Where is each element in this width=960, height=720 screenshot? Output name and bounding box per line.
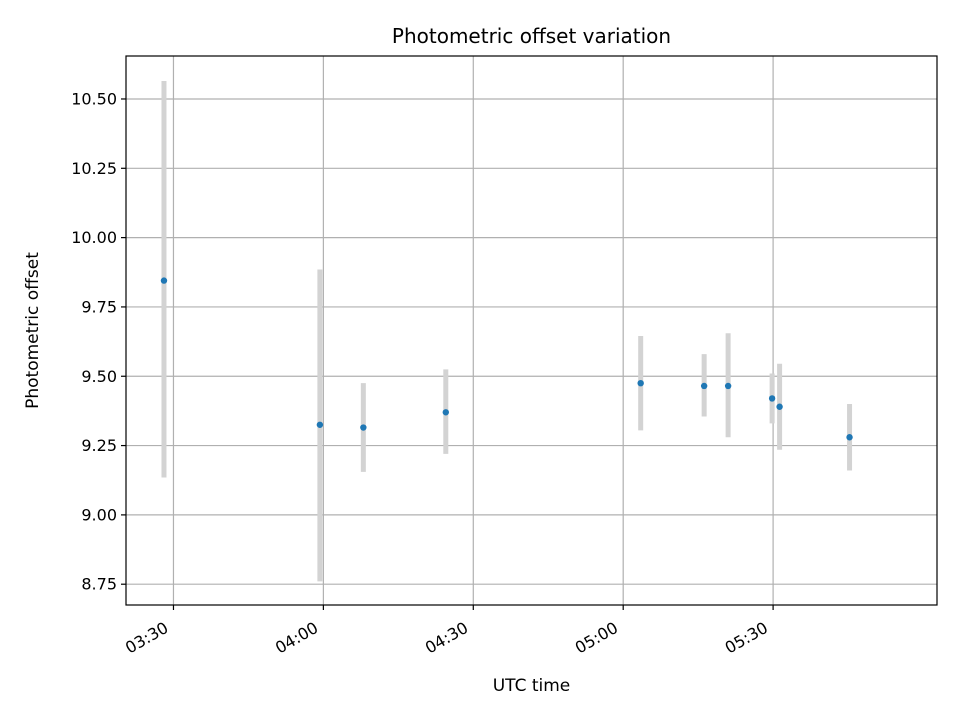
- x-axis-title: UTC time: [493, 676, 571, 696]
- data-point: [360, 424, 367, 431]
- y-tick-label: 10.25: [71, 159, 117, 178]
- y-axis-ticks: 8.75 9.00 9.25 9.50 9.75 10.00 10.25 10.50: [71, 89, 126, 594]
- chart-title: Photometric offset variation: [392, 24, 671, 48]
- y-axis-title: Photometric offset: [23, 252, 43, 409]
- y-tick-label: 9.50: [81, 367, 117, 386]
- data-point: [160, 277, 168, 284]
- data-point: [846, 434, 853, 441]
- y-tick-label: 9.25: [81, 436, 117, 455]
- plot-area-frame: [125, 55, 938, 606]
- y-tick-label: 8.75: [81, 575, 117, 594]
- data-point: [637, 379, 644, 387]
- y-tick-label: 9.00: [81, 505, 117, 524]
- data-points: [160, 277, 853, 441]
- data-point: [768, 395, 776, 402]
- grid-lines: [126, 56, 937, 605]
- y-tick-label: 10.00: [71, 228, 117, 247]
- data-point: [700, 382, 708, 390]
- data-point: [776, 403, 783, 410]
- data-point: [442, 409, 450, 416]
- data-point: [316, 421, 324, 428]
- data-point: [724, 382, 732, 390]
- y-tick-label: 9.75: [81, 297, 117, 316]
- y-tick-label: 10.50: [71, 89, 117, 108]
